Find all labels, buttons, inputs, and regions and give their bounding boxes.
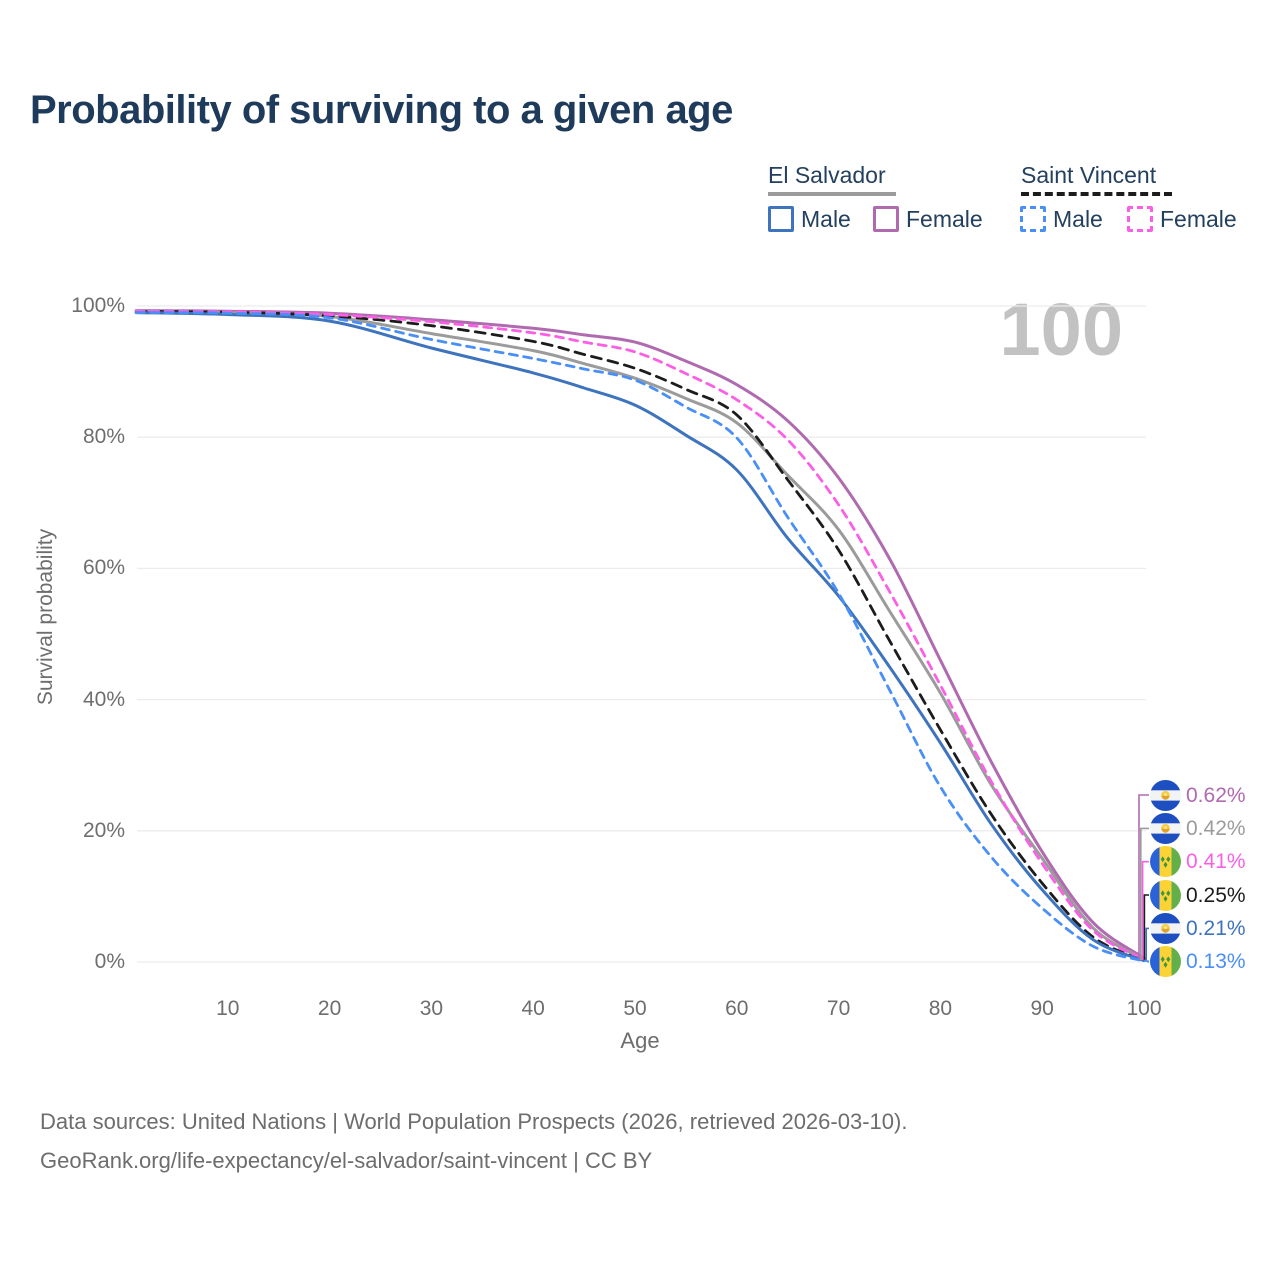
end-value: 0.41% <box>1186 850 1246 874</box>
series-line-el-salvador-male[interactable] <box>134 311 1146 963</box>
y-tick-label: 0% <box>94 950 125 973</box>
x-tick-label: 70 <box>826 997 851 1020</box>
x-axis-title: Age <box>620 1028 660 1053</box>
legend-swatch-saint-vincent-female[interactable] <box>1127 206 1153 232</box>
el-salvador-flag-icon <box>1150 779 1181 811</box>
legend-group-saint-vincent-label[interactable]: Saint Vincent <box>1021 162 1157 188</box>
y-tick-label: 60% <box>82 556 125 580</box>
end-label-row[interactable]: 0.21% <box>1150 912 1246 944</box>
y-tick-label: 100% <box>71 294 125 317</box>
end-value: 0.62% <box>1186 783 1246 807</box>
x-tick-label: 90 <box>1030 997 1054 1020</box>
age-watermark: 100 <box>999 288 1123 371</box>
legend-line-sample-el-salvador <box>768 192 896 196</box>
end-label-row[interactable]: 0.13% <box>1150 946 1246 978</box>
end-label-connector <box>1141 860 1149 961</box>
legend-swatch-el-salvador-male[interactable] <box>768 206 794 232</box>
series-line-saint-vincent-male[interactable] <box>134 311 1146 963</box>
end-label-connector <box>1144 960 1149 963</box>
x-tick-label: 50 <box>623 997 647 1020</box>
y-tick-label: 20% <box>82 818 125 842</box>
end-value: 0.21% <box>1186 916 1246 940</box>
legend-label-el-salvador-male[interactable]: Male <box>801 206 851 232</box>
legend-swatch-saint-vincent-male[interactable] <box>1020 206 1046 232</box>
legend-label-saint-vincent-female[interactable]: Female <box>1160 206 1237 232</box>
end-label-row[interactable]: 0.42% <box>1150 812 1246 844</box>
x-tick-label: 30 <box>419 997 444 1020</box>
x-tick-label: 80 <box>928 997 953 1020</box>
data-source-line: Data sources: United Nations | World Pop… <box>40 1109 908 1134</box>
end-label-row[interactable]: 0.41% <box>1150 846 1246 878</box>
legend-label-el-salvador-female[interactable]: Female <box>906 206 983 232</box>
x-tick-label: 40 <box>521 997 545 1020</box>
x-tick-label: 10 <box>216 997 240 1020</box>
end-label-row[interactable]: 0.25% <box>1150 879 1246 911</box>
x-tick-label: 100 <box>1126 997 1162 1020</box>
el-salvador-flag-icon <box>1150 912 1181 944</box>
saint-vincent-flag-icon <box>1150 946 1181 978</box>
series-line-el-salvador-female[interactable] <box>134 309 1146 960</box>
legend-label-saint-vincent-male[interactable]: Male <box>1053 206 1103 232</box>
saint-vincent-flag-icon <box>1150 879 1181 911</box>
legend-line-sample-saint-vincent <box>1021 192 1172 196</box>
series-line-saint-vincent-female[interactable] <box>134 309 1146 961</box>
attribution-line: GeoRank.org/life-expectancy/el-salvador/… <box>40 1148 653 1173</box>
end-value: 0.13% <box>1186 950 1246 974</box>
legend-group-el-salvador-label[interactable]: El Salvador <box>768 162 886 188</box>
legend-swatch-el-salvador-female[interactable] <box>873 206 899 232</box>
page-title: Probability of surviving to a given age <box>30 88 733 132</box>
end-value: 0.42% <box>1186 816 1246 840</box>
x-tick-label: 60 <box>725 997 749 1020</box>
end-value: 0.25% <box>1186 883 1246 907</box>
el-salvador-flag-icon <box>1150 812 1181 844</box>
y-tick-label: 80% <box>82 425 125 449</box>
y-tick-label: 40% <box>82 687 125 711</box>
end-label-row[interactable]: 0.62% <box>1150 779 1246 811</box>
series-line-saint-vincent-both-sexes[interactable] <box>134 310 1146 962</box>
saint-vincent-flag-icon <box>1150 846 1181 878</box>
x-tick-label: 20 <box>317 997 342 1020</box>
